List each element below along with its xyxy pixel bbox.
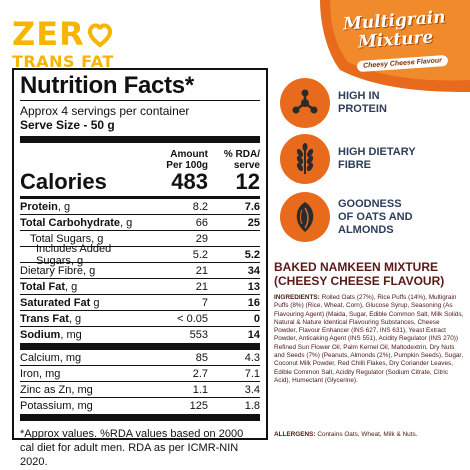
mineral-row: Potassium, mg 125 1.8 — [20, 398, 260, 414]
heart-icon — [87, 21, 113, 48]
allergens-label: ALLERGENS: — [274, 431, 316, 438]
nutrient-label: Total Sugars, g — [30, 232, 104, 245]
nutrient-rda: 34 — [247, 264, 260, 277]
footnote: *Approx values. %RDA values based on 200… — [20, 428, 244, 468]
col1-line1: Amount — [170, 149, 208, 160]
nutrient-per100: 21 — [195, 280, 208, 293]
nutrition-facts-panel: Nutrition Facts* Approx 4 servings per c… — [12, 68, 268, 468]
nutrient-per100: 21 — [195, 264, 208, 277]
nutrient-rda: 0 — [253, 312, 260, 325]
mineral-rda: 7.1 — [244, 367, 260, 380]
ingredients-label: INGREDIENTS: — [274, 294, 320, 301]
mineral-per100: 85 — [195, 351, 208, 364]
nutrient-label: Dietary Fibre, g — [20, 264, 96, 277]
col2-line1: % RDA/ — [223, 149, 260, 160]
zero-word: ZER — [12, 18, 114, 50]
nutrient-rda: 16 — [247, 296, 260, 309]
calories-row: Calories 483 12 — [20, 171, 260, 193]
nutrient-label: Total Fat, g — [20, 280, 78, 293]
mineral-row: Calcium, mg 85 4.3 — [20, 350, 260, 366]
feature-oats-almonds: GOODNESS OF OATS AND ALMONDS — [280, 192, 468, 242]
nutrient-rda: 14 — [247, 329, 260, 341]
nutrient-row: Protein, g 8.2 7.6 — [20, 199, 260, 215]
product-title-line2: (CHEESY CHEESE FLAVOUR) — [274, 274, 445, 288]
mineral-row: Iron, mg 2.7 7.1 — [20, 366, 260, 382]
nutrient-label: Trans Fat, g — [20, 312, 82, 325]
nutrient-per100: 553 — [189, 329, 208, 341]
zero-text: ZER — [12, 15, 85, 53]
feature-line2: FIBRE — [338, 159, 371, 171]
nutrient-per100: 8.2 — [192, 200, 208, 213]
mineral-label: Potassium, mg — [20, 400, 93, 412]
mineral-per100: 2.7 — [192, 367, 208, 380]
nutrient-per100: < 0.05 — [177, 312, 208, 325]
nutrient-per100: 7 — [201, 296, 208, 309]
zero-trans-fat-badge: ZER TRANS FAT — [12, 18, 114, 71]
nutrient-rda: 13 — [247, 280, 260, 293]
nutrient-per100: 5.2 — [192, 248, 208, 261]
product-title-line1: BAKED NAMKEEN MIXTURE — [274, 260, 439, 274]
nutrient-row: Sodium, mg 553 14 — [20, 327, 260, 343]
trans-fat-text: TRANS FAT — [12, 52, 114, 71]
servings-text: Approx 4 servings per container — [20, 104, 190, 118]
allergens: ALLERGENS: Contains Oats, Wheat, Milk & … — [274, 431, 464, 439]
feature-fibre: HIGH DIETARY FIBRE — [280, 134, 416, 184]
nutrient-row: Dietary Fibre, g 21 34 — [20, 263, 260, 279]
nutrient-row: Total Carbohydrate, g 66 25 — [20, 215, 260, 231]
column-headers: Amount Per 100g % RDA/serve — [20, 149, 260, 171]
mineral-label: Zinc as Zn, mg — [20, 383, 93, 396]
nutrient-rda: 5.2 — [244, 248, 260, 261]
nutrient-label: Total Carbohydrate, g — [20, 216, 133, 229]
mineral-label: Calcium, mg — [20, 351, 82, 364]
nutrient-row: Saturated Fat g 7 16 — [20, 295, 260, 311]
wheat-icon — [280, 134, 330, 184]
mineral-rda: 1.8 — [244, 400, 260, 412]
brand-title: Multigrain Mixture — [339, 7, 451, 54]
nutrient-label: Includes Added Sugars, g — [36, 242, 112, 267]
feature-line1: GOODNESS — [338, 197, 402, 210]
calories-rda: 12 — [235, 169, 260, 194]
nutrient-label: Protein, g — [20, 200, 71, 213]
serving-size: Serve Size - 50 g — [20, 118, 115, 132]
nutrient-row: Includes Added Sugars, g 5.2 5.2 — [20, 243, 260, 267]
nutrient-rda: 7.6 — [244, 200, 260, 213]
feature-text: GOODNESS OF OATS AND ALMONDS — [338, 198, 468, 237]
feature-line2: PROTEIN — [338, 103, 387, 115]
mineral-per100: 125 — [189, 400, 208, 412]
nutrient-per100: 29 — [195, 232, 208, 245]
feature-line2: OF OATS AND ALMONDS — [338, 210, 413, 236]
mineral-per100: 1.1 — [192, 383, 208, 396]
calories-per100: 483 — [171, 169, 208, 194]
nutrient-rda: 25 — [247, 216, 260, 229]
molecule-icon — [280, 78, 330, 128]
mineral-label: Iron, mg — [20, 367, 61, 380]
calories-label: Calories — [20, 169, 107, 194]
nutrient-row: Total Fat, g 21 13 — [20, 279, 260, 295]
mineral-rda: 4.3 — [244, 351, 260, 364]
nutrient-per100: 66 — [195, 216, 208, 229]
ingredients-text: Rolled Oats (27%), Rice Puffs (14%), Mul… — [274, 294, 464, 384]
almond-icon — [280, 192, 330, 242]
ingredients: INGREDIENTS: Rolled Oats (27%), Rice Puf… — [274, 294, 464, 385]
mineral-rows: Calcium, mg 85 4.3 Iron, mg 2.7 7.1 Zinc as Zn… — [20, 350, 260, 414]
feature-line1: HIGH DIETARY — [338, 146, 416, 158]
feature-line1: HIGH IN — [338, 90, 380, 102]
feature-protein: HIGH IN PROTEIN — [280, 78, 387, 128]
feature-text: HIGH DIETARY FIBRE — [338, 146, 416, 172]
col1-line2: Per 100g — [166, 160, 208, 171]
mineral-rda: 3.4 — [244, 383, 260, 396]
nutrient-rows: Protein, g 8.2 7.6 Total Carbohydrate, g 66 2… — [20, 199, 260, 343]
feature-text: HIGH IN PROTEIN — [338, 90, 387, 116]
col2-line2: serve — [233, 160, 260, 171]
product-title: BAKED NAMKEEN MIXTURE (CHEESY CHEESE FLA… — [274, 260, 464, 288]
nutrient-label: Saturated Fat g — [20, 296, 100, 309]
nutrient-row: Trans Fat, g < 0.05 0 — [20, 311, 260, 327]
mineral-row: Zinc as Zn, mg 1.1 3.4 — [20, 382, 260, 398]
allergens-text: Contains Oats, Wheat, Milk & Nuts. — [317, 431, 418, 438]
nutrient-row: Total Sugars, g 29 — [20, 231, 260, 247]
nutrition-title: Nutrition Facts* — [20, 72, 194, 99]
nutrient-label: Sodium, mg — [20, 329, 82, 341]
